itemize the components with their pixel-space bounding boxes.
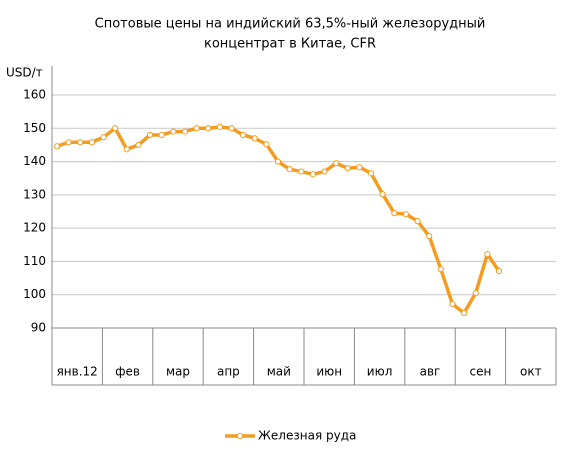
- x-tick-label: июн: [316, 365, 342, 379]
- data-point: [135, 141, 142, 149]
- legend-marker: [236, 432, 244, 440]
- data-point: [309, 171, 316, 178]
- data-point: [205, 125, 212, 132]
- y-axis-label: USD/т: [6, 66, 43, 80]
- data-point: [65, 139, 72, 146]
- data-point: [181, 128, 189, 135]
- y-tick-label: 120: [23, 221, 46, 235]
- data-point: [449, 300, 456, 308]
- data-point: [367, 170, 375, 177]
- data-point: [77, 139, 84, 146]
- data-point: [88, 139, 95, 146]
- x-tick-label: янв.12: [57, 365, 98, 379]
- y-tick-label: 160: [23, 88, 46, 102]
- data-point: [391, 210, 398, 217]
- chart-title: Спотовые цены на индийский 63,5%-ный жел…: [95, 17, 486, 32]
- data-point: [216, 123, 223, 131]
- data-point: [240, 131, 247, 139]
- data-point: [53, 143, 61, 150]
- data-point: [461, 309, 468, 317]
- x-tick-label: фев: [115, 365, 140, 379]
- data-point: [170, 128, 177, 135]
- x-tick-label: мар: [166, 365, 190, 379]
- x-tick-label: апр: [217, 365, 240, 379]
- x-tick-label: окт: [520, 365, 542, 379]
- x-tick-label: июл: [367, 365, 393, 379]
- data-point: [146, 131, 154, 139]
- data-point: [158, 131, 165, 139]
- data-point: [426, 233, 433, 240]
- chart-title: концентрат в Китае, CFR: [204, 37, 376, 52]
- data-point: [344, 165, 351, 172]
- data-point: [333, 160, 340, 167]
- data-point: [193, 125, 200, 132]
- data-point: [321, 168, 328, 175]
- data-point: [286, 166, 293, 173]
- y-tick-label: 130: [23, 187, 46, 201]
- y-tick-label: 140: [23, 154, 46, 168]
- data-point: [495, 267, 503, 275]
- data-point: [356, 164, 363, 171]
- data-point: [112, 125, 119, 132]
- data-point: [437, 265, 444, 273]
- y-tick-label: 150: [23, 121, 46, 135]
- x-tick-label: сен: [469, 365, 491, 379]
- data-point: [379, 191, 386, 198]
- data-point: [298, 168, 305, 175]
- data-point: [100, 134, 107, 141]
- y-tick-label: 90: [31, 321, 46, 335]
- data-point: [402, 211, 410, 218]
- x-tick-label: май: [267, 365, 291, 379]
- y-tick-label: 110: [23, 254, 46, 268]
- data-point: [484, 251, 491, 258]
- data-point: [263, 141, 270, 148]
- data-point: [228, 125, 235, 132]
- y-tick-label: 100: [23, 287, 46, 301]
- data-point: [251, 135, 258, 142]
- legend-label: Железная руда: [258, 429, 356, 443]
- data-point: [274, 158, 282, 165]
- data-point: [472, 289, 479, 297]
- data-point: [123, 146, 130, 153]
- x-tick-label: авг: [420, 365, 441, 379]
- data-point: [414, 218, 421, 225]
